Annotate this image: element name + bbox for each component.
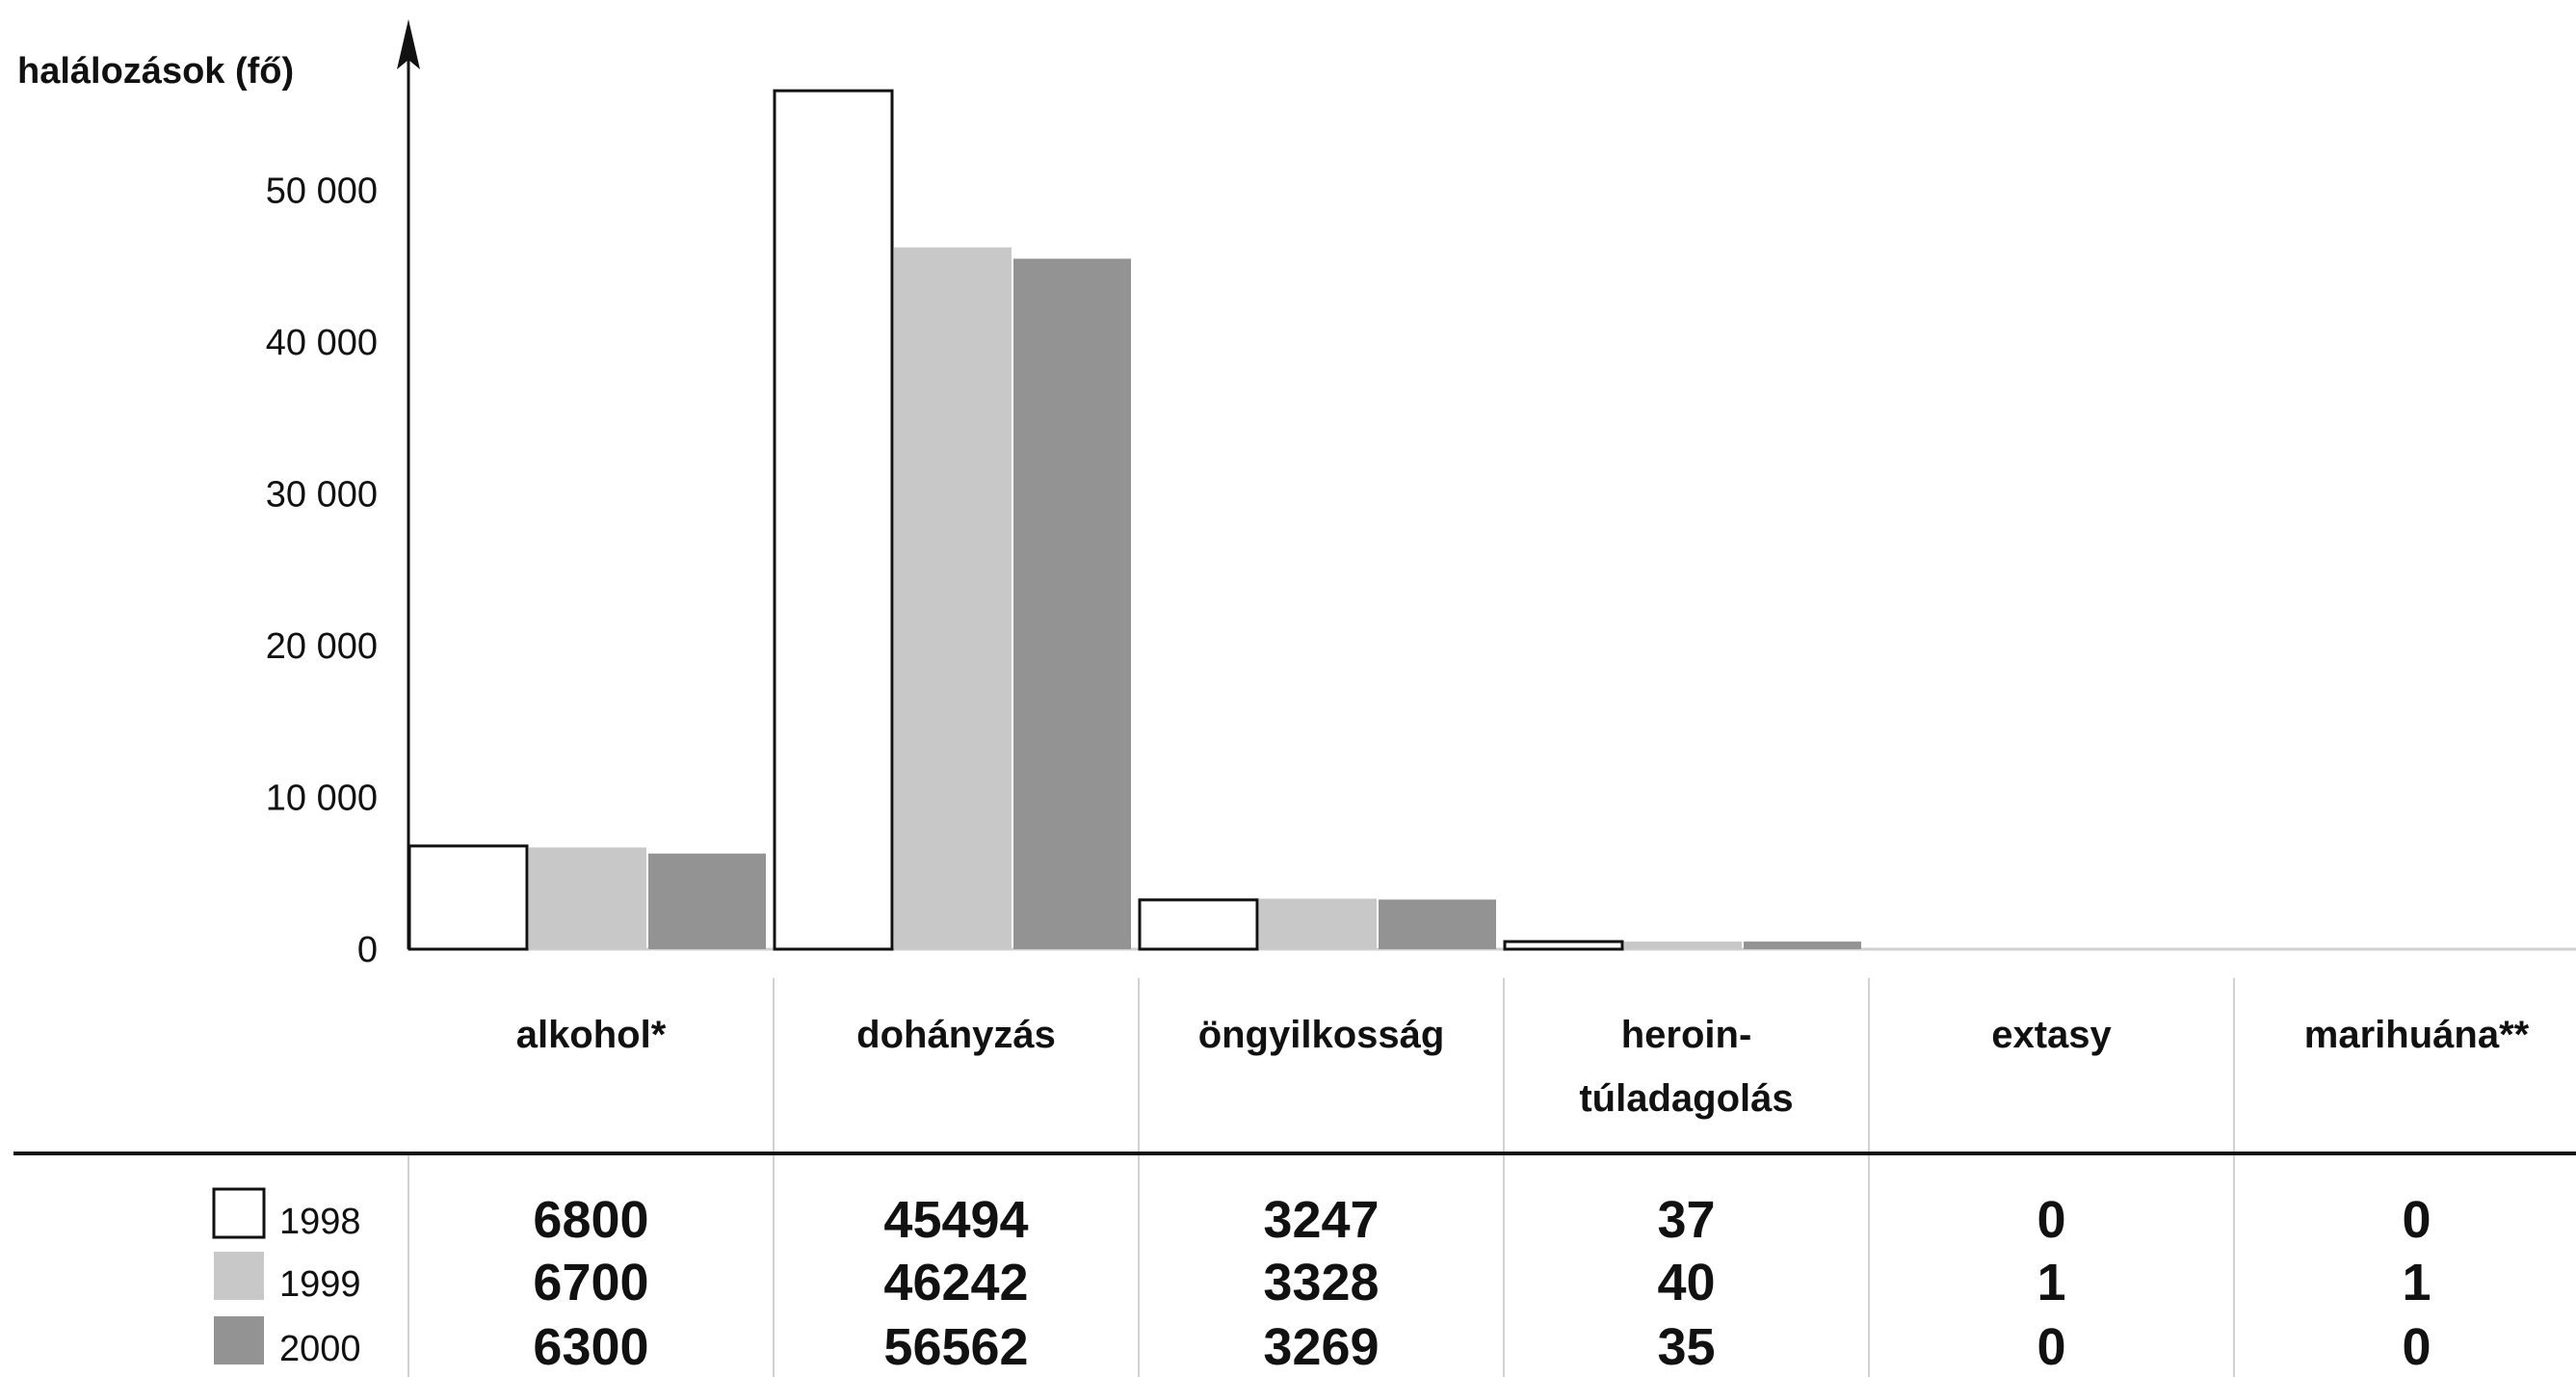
data-value-cell: 6700 <box>533 1254 648 1311</box>
y-tick-label: 20 000 <box>266 626 378 667</box>
y-tick-label: 10 000 <box>266 779 378 819</box>
category-label: dohányzás <box>856 1014 1056 1056</box>
y-tick-label: 0 <box>357 930 378 970</box>
data-value-cell: 40 <box>1657 1254 1715 1311</box>
y-tick-label: 50 000 <box>266 172 378 212</box>
data-value-cell: 0 <box>2037 1191 2065 1249</box>
data-value-cell: 35 <box>1657 1318 1715 1376</box>
bar <box>773 89 894 951</box>
legend-swatch <box>212 1187 266 1239</box>
bar <box>1744 941 1861 949</box>
bar <box>648 853 766 949</box>
legend-label: 2000 <box>279 1329 361 1369</box>
data-value-cell: 3269 <box>1263 1318 1379 1376</box>
legend-label: 1998 <box>279 1202 361 1242</box>
category-label: túladagolás <box>1579 1077 1793 1120</box>
data-value-cell: 46242 <box>883 1254 1028 1311</box>
y-axis-label: halálozások (fő) <box>17 51 294 92</box>
data-value-cell: 37 <box>1657 1191 1715 1249</box>
bar <box>1624 941 1742 949</box>
data-value-cell: 0 <box>2402 1191 2431 1249</box>
category-label: alkohol* <box>516 1014 667 1056</box>
bar <box>1259 898 1377 949</box>
data-value-cell: 1 <box>2037 1254 2065 1311</box>
bar <box>407 844 529 951</box>
category-label: marihuána** <box>2304 1014 2530 1056</box>
bar <box>894 247 1012 950</box>
data-value-cell: 56562 <box>883 1318 1028 1376</box>
data-value-cell: 3247 <box>1263 1191 1379 1249</box>
legend-swatch <box>214 1316 264 1364</box>
legend-label: 1999 <box>279 1264 361 1305</box>
data-value-cell: 1 <box>2402 1254 2431 1311</box>
category-label: heroin- <box>1621 1014 1752 1056</box>
data-value-cell: 45494 <box>883 1191 1028 1249</box>
data-value-cell: 3328 <box>1263 1254 1379 1311</box>
data-value-cell: 6800 <box>533 1191 648 1249</box>
data-value-cell: 0 <box>2402 1318 2431 1376</box>
data-value-cell: 0 <box>2037 1318 2065 1376</box>
data-value-cell: 6300 <box>533 1318 648 1376</box>
y-axis-arrow-icon <box>397 19 420 69</box>
legend-swatch <box>214 1252 264 1300</box>
y-tick-label: 30 000 <box>266 475 378 516</box>
y-tick-label: 40 000 <box>266 323 378 363</box>
bar <box>1503 940 1624 951</box>
bar <box>1138 898 1259 951</box>
bar <box>1013 258 1131 950</box>
bar <box>529 847 646 949</box>
category-label: öngyilkosság <box>1198 1014 1445 1056</box>
category-label: extasy <box>1991 1014 2112 1056</box>
bar <box>1379 899 1496 949</box>
